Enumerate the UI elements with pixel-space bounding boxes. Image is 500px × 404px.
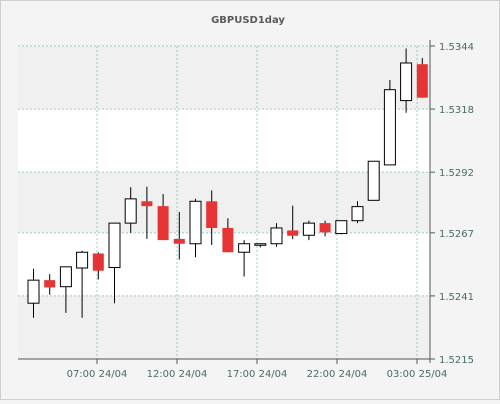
candle bbox=[59, 266, 72, 313]
plot-band bbox=[18, 295, 430, 359]
candle-body-down bbox=[141, 201, 153, 207]
x-tick-label: 12:00 24/04 bbox=[147, 369, 208, 380]
candle-body-up bbox=[59, 266, 72, 288]
candle bbox=[416, 58, 428, 98]
candle-body-up bbox=[302, 222, 315, 236]
candle-body-down bbox=[206, 201, 218, 228]
candle-body-down bbox=[157, 206, 169, 241]
x-tick-label: 07:00 24/04 bbox=[67, 369, 128, 380]
candle bbox=[287, 205, 299, 240]
candle bbox=[92, 252, 104, 280]
candle bbox=[27, 268, 40, 318]
x-tick-label: 22:00 24/04 bbox=[307, 369, 368, 380]
candle-body-up bbox=[76, 251, 89, 269]
plot-area bbox=[18, 46, 430, 359]
candle bbox=[206, 190, 218, 245]
candle-body-down bbox=[173, 238, 185, 244]
plot-band bbox=[18, 46, 430, 110]
grid-lines bbox=[18, 45, 430, 360]
plot-band bbox=[18, 109, 430, 173]
candle-body-up bbox=[189, 200, 202, 245]
candle bbox=[76, 250, 89, 318]
plot-band bbox=[18, 172, 430, 233]
candle-body-up bbox=[367, 160, 380, 201]
candle-body-down bbox=[222, 227, 234, 253]
candle bbox=[222, 218, 234, 253]
candle bbox=[124, 187, 137, 233]
candle-body-up bbox=[383, 89, 396, 166]
candle bbox=[270, 223, 283, 247]
chart-title: GBPUSD1day bbox=[211, 15, 285, 26]
candle bbox=[335, 220, 348, 235]
candle bbox=[367, 160, 380, 201]
y-tick-label: 1.5241 bbox=[439, 292, 474, 303]
candle bbox=[189, 198, 202, 258]
candle-body-up bbox=[238, 243, 251, 253]
candle-body-down bbox=[44, 280, 56, 288]
y-tick-label: 1.5344 bbox=[439, 42, 474, 53]
candle bbox=[44, 274, 56, 295]
x-tick-label: 17:00 24/04 bbox=[227, 369, 288, 380]
candle bbox=[173, 211, 185, 260]
candle bbox=[238, 240, 251, 277]
candle bbox=[319, 220, 331, 237]
candle-body-down bbox=[287, 230, 299, 236]
axes bbox=[18, 40, 435, 364]
candle bbox=[383, 79, 396, 166]
candle bbox=[141, 186, 153, 239]
y-tick-label: 1.5292 bbox=[439, 168, 474, 179]
candle-series bbox=[27, 48, 428, 318]
candle-body-up bbox=[335, 220, 348, 235]
candle-body-up bbox=[124, 198, 137, 224]
candle-body-up bbox=[108, 222, 121, 269]
x-axis-labels: 07:00 24/04 12:00 24/04 17:00 24/04 22:00 2… bbox=[67, 369, 448, 380]
candle bbox=[351, 201, 364, 224]
y-axis-labels: 1.5344 1.5318 1.5292 1.5267 1.5241 1.5215 bbox=[439, 42, 474, 366]
candle-body-down bbox=[319, 223, 331, 233]
candle bbox=[108, 222, 121, 304]
candle bbox=[157, 194, 169, 241]
candle bbox=[400, 48, 413, 113]
candle bbox=[302, 220, 315, 241]
candle-body-up bbox=[27, 279, 40, 304]
candle-body-up bbox=[270, 227, 283, 245]
candle bbox=[254, 243, 267, 248]
x-tick-label: 03:00 25/04 bbox=[387, 369, 448, 380]
y-tick-label: 1.5267 bbox=[439, 229, 474, 240]
y-tick-label: 1.5215 bbox=[439, 355, 474, 366]
candle-body-down bbox=[92, 253, 104, 271]
candle-body-up bbox=[351, 206, 364, 222]
candle-body-down bbox=[416, 64, 428, 98]
y-tick-label: 1.5318 bbox=[439, 105, 474, 116]
candle-body-up bbox=[400, 62, 413, 102]
candle-body-up bbox=[254, 243, 267, 246]
